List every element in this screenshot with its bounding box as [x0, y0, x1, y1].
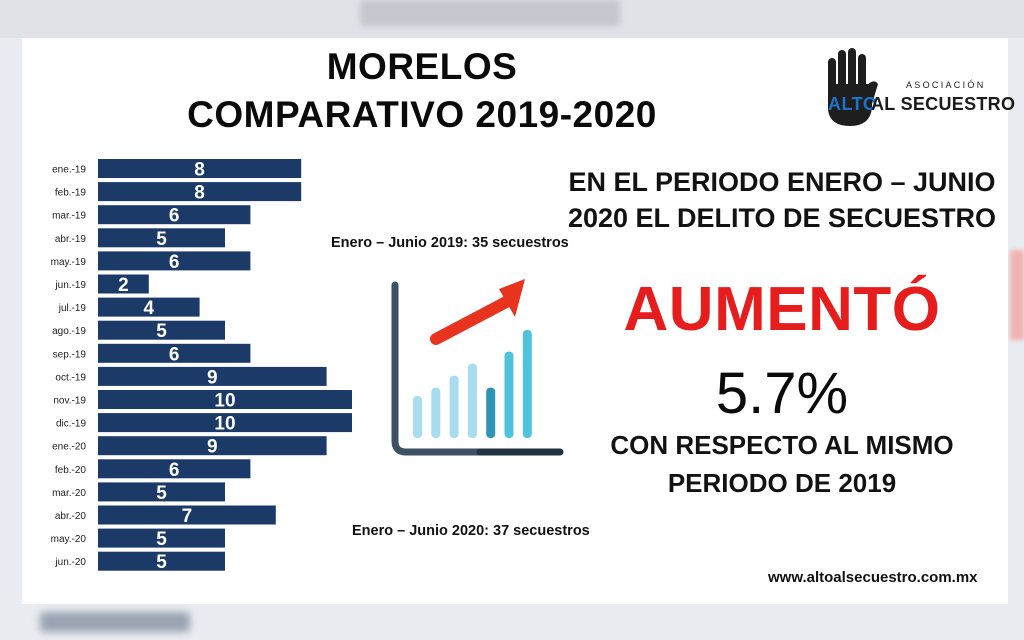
bar: [98, 528, 225, 548]
bar: [98, 436, 327, 456]
background-ghost-edge: [1010, 250, 1024, 340]
category-label: feb.-20: [55, 465, 87, 476]
illustration-bar: [431, 387, 441, 438]
data-label: 5: [156, 529, 167, 550]
bar: [98, 459, 251, 479]
data-label: 6: [169, 206, 180, 227]
category-label: feb.-19: [55, 188, 87, 199]
comparison-line-2: PERIODO DE 2019: [667, 468, 897, 498]
bar: [98, 274, 149, 294]
increase-percentage: 5.7%: [715, 361, 849, 426]
data-label: 10: [214, 391, 235, 412]
data-label: 5: [156, 321, 167, 342]
data-label: 6: [169, 460, 180, 481]
data-label: 8: [194, 183, 205, 204]
summary-line-2: 2020 EL DELITO DE SECUESTRO: [567, 203, 997, 233]
data-label: 5: [156, 229, 167, 250]
comparison-line-1: CON RESPECTO AL MISMO: [610, 430, 954, 460]
data-label: 5: [156, 483, 167, 504]
bar: [98, 413, 352, 433]
bar: [98, 551, 225, 571]
category-label: ene.-19: [52, 165, 86, 176]
illustration-axis: [391, 281, 484, 456]
category-label: abr.-19: [55, 234, 87, 245]
illustration-bar: [486, 387, 496, 438]
category-label: ene.-20: [52, 442, 86, 453]
category-label: may.-20: [51, 534, 87, 545]
bar: [98, 343, 251, 363]
page-subtitle: COMPARATIVO 2019-2020: [187, 94, 657, 135]
bar: [98, 320, 225, 340]
data-label: 5: [156, 552, 167, 573]
illustration-bar: [413, 396, 422, 438]
summary-line-1: EN EL PERIODO ENERO – JUNIO: [568, 167, 996, 197]
logo-association-text: ASOCIACIÓN: [906, 80, 986, 90]
bar: [98, 297, 200, 317]
category-label: abr.-20: [55, 511, 87, 522]
increase-headline: AUMENTÓ: [623, 275, 941, 344]
category-label: dic.-19: [56, 419, 86, 430]
bar: [98, 182, 302, 202]
category-label: ago.-19: [52, 326, 86, 337]
category-label: may.-19: [51, 257, 87, 268]
raised-hand-icon: [828, 48, 878, 126]
logo-alto-text: ALTO: [828, 94, 878, 114]
infographic-card: MORELOS COMPARATIVO 2019-2020 ASOCIACIÓN…: [22, 38, 1015, 604]
note-2019-total: Enero – Junio 2019: 35 secuestros: [331, 235, 569, 251]
category-label: nov.-19: [53, 396, 86, 407]
illustration-bar: [522, 330, 532, 438]
page-title: MORELOS: [326, 46, 518, 87]
category-label: sep.-19: [53, 349, 87, 360]
category-label: jun.-20: [54, 557, 86, 568]
data-label: 10: [214, 414, 235, 435]
data-label: 6: [169, 252, 180, 273]
data-label: 9: [207, 437, 218, 458]
illustration-bar: [449, 375, 459, 438]
background-ghost-title: [360, 0, 620, 26]
data-label: 7: [182, 506, 193, 527]
website-link[interactable]: www.altoalsecuestro.com.mx: [768, 569, 978, 586]
illustration-bar: [504, 351, 514, 438]
data-label: 6: [169, 344, 180, 365]
category-label: jul.-19: [58, 303, 87, 314]
note-2020-total: Enero – Junio 2020: 37 secuestros: [352, 523, 590, 539]
bar: [98, 505, 276, 525]
bar: [98, 366, 327, 386]
bar: [98, 251, 251, 271]
illustration-bar: [467, 363, 477, 438]
category-label: oct.-19: [55, 372, 86, 383]
bar: [98, 228, 225, 248]
logo-secuestro-text: AL SECUESTRO: [871, 94, 1016, 114]
bar: [98, 390, 352, 409]
bar: [98, 205, 251, 225]
data-label: 9: [207, 367, 218, 388]
bar: [98, 159, 302, 178]
category-label: mar.-19: [52, 211, 86, 222]
monthly-kidnappings-bar-chart: ene.-19 8 feb.-19 8 mar.-19 6 abr.-19 5 may.-19 6…: [51, 159, 564, 573]
trend-arrow-head: [499, 279, 525, 317]
data-label: 8: [194, 160, 205, 181]
category-label: jun.-19: [54, 280, 86, 291]
data-label: 2: [118, 275, 129, 296]
data-label: 4: [144, 298, 155, 319]
category-label: mar.-20: [52, 488, 86, 499]
logo: ASOCIACIÓN ALTO AL SECUESTRO: [822, 48, 1015, 128]
bar: [98, 482, 225, 502]
trend-arrow-icon: [430, 295, 514, 345]
background-ghost-bottom: [40, 612, 190, 632]
